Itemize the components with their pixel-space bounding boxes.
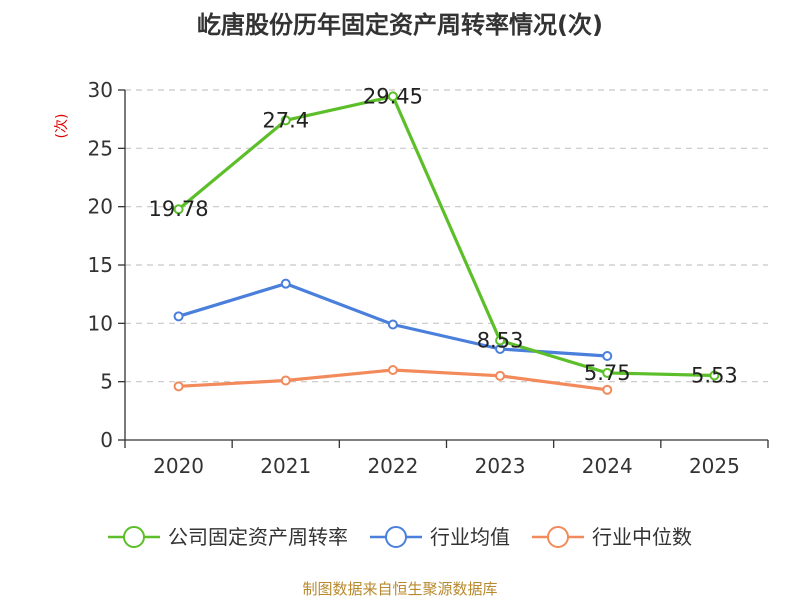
legend-item-2[interactable]: 行业中位数 (532, 525, 692, 549)
x-tick-label-2023: 2023 (475, 454, 526, 478)
legend-marker-icon-1 (385, 526, 407, 548)
x-tick-label-2022: 2022 (367, 454, 418, 478)
point-2-2024 (602, 384, 613, 395)
point-0-2022 (387, 91, 398, 102)
point-0-2025 (709, 370, 720, 381)
point-2-2020 (173, 381, 184, 392)
x-tick-label-2025: 2025 (689, 454, 740, 478)
point-0-2021 (280, 115, 291, 126)
point-2-2022 (387, 365, 398, 375)
source-note: 制图数据来自恒生聚源数据库 (302, 580, 497, 598)
y-axis-label: (次) (54, 114, 70, 139)
y-tick-label-15: 15 (88, 253, 113, 277)
legend-label-1: 行业均值 (430, 525, 510, 549)
point-1-2020 (173, 311, 184, 322)
data-label-2022: 29.45 (363, 84, 423, 108)
x-tick-label-2020: 2020 (153, 454, 204, 478)
x-tick-label-2024: 2024 (582, 454, 633, 478)
point-1-2022 (387, 319, 398, 330)
legend[interactable]: 公司固定资产周转率 行业均值 行业中位数 (108, 525, 692, 549)
legend-item-1[interactable]: 行业均值 (370, 525, 510, 549)
legend-marker-icon-0 (123, 526, 145, 548)
legend-label-2: 行业中位数 (592, 525, 692, 549)
point-2-2023 (495, 370, 506, 381)
series-lines (173, 91, 720, 395)
data-label-2020: 19.78 (149, 197, 209, 221)
legend-label-0: 公司固定资产周转率 (168, 525, 348, 549)
y-tick-label-30: 30 (88, 78, 113, 102)
data-labels: 19.78 27.4 29.45 8.53 5.75 5.53 (149, 84, 738, 387)
grid-lines (125, 89, 768, 383)
chart-title: 屹唐股份历年固定资产周转率情况(次) (197, 11, 603, 39)
y-tick-label-20: 20 (88, 195, 113, 219)
point-1-2024 (602, 351, 613, 361)
point-1-2021 (280, 278, 291, 289)
data-label-2021: 27.4 (262, 108, 309, 132)
x-tick-label-2021: 2021 (260, 454, 311, 478)
data-label-2024: 5.75 (584, 361, 631, 385)
y-tick-label-25: 25 (88, 136, 113, 160)
legend-marker-icon-2 (547, 526, 569, 548)
series-1 (173, 278, 613, 361)
series-2 (173, 365, 613, 395)
data-label-2023: 8.53 (477, 328, 524, 352)
point-0-2024 (602, 367, 613, 378)
point-0-2020 (173, 204, 184, 215)
series-0 (173, 91, 720, 381)
data-label-2025: 5.53 (691, 363, 738, 387)
y-tick-label-0: 0 (100, 428, 113, 452)
y-tick-label-10: 10 (88, 311, 113, 335)
point-0-2023 (495, 335, 506, 346)
y-tick-label-5: 5 (100, 370, 113, 394)
point-2-2021 (280, 375, 291, 386)
legend-item-0[interactable]: 公司固定资产周转率 (108, 525, 348, 549)
series-line-0 (177, 94, 715, 378)
